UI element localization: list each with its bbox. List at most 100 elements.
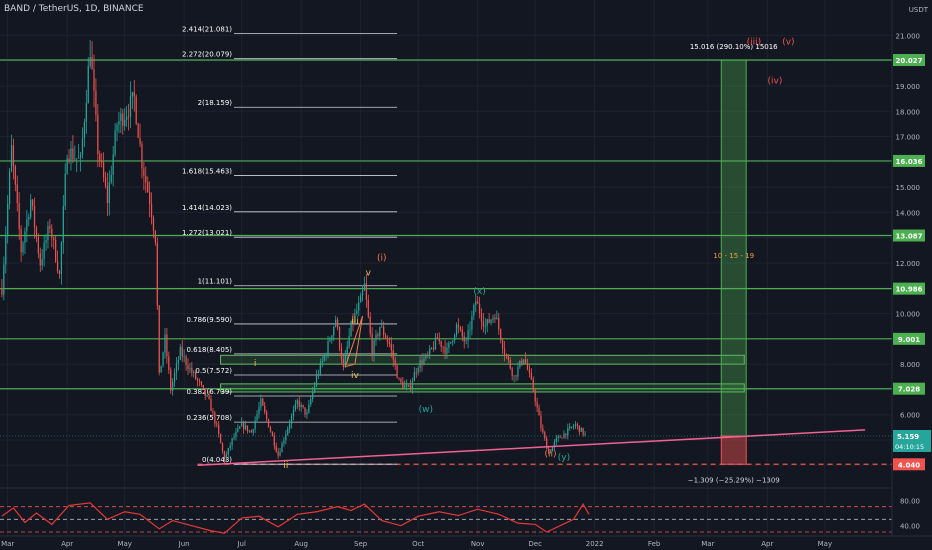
- candle-body: [344, 355, 346, 367]
- candle-body: [384, 335, 387, 339]
- candle-body: [540, 415, 542, 429]
- candle-body: [49, 226, 51, 229]
- candle-body: [120, 113, 122, 121]
- candle-body: [465, 340, 467, 342]
- candle-body: [20, 228, 22, 253]
- candle-body: [191, 368, 193, 373]
- candle-body: [321, 360, 323, 363]
- candle-body: [26, 219, 28, 232]
- candle-body: [258, 407, 260, 415]
- wave-label: i: [254, 359, 257, 369]
- candle-body: [102, 162, 105, 178]
- current-price-label: 5.159: [897, 433, 919, 441]
- candle-body: [398, 378, 400, 380]
- level-badge: [893, 332, 925, 345]
- candle-body: [37, 237, 39, 254]
- candle-body: [302, 404, 304, 408]
- horizontal-levels[interactable]: [0, 59, 892, 465]
- candle-body: [352, 320, 354, 324]
- candle-body: [569, 426, 571, 429]
- time-tick-label: Aug: [294, 540, 308, 548]
- candle-body: [235, 431, 237, 437]
- candle-body: [375, 334, 377, 341]
- wave-label: iv: [351, 371, 360, 381]
- candle-body: [173, 372, 176, 382]
- candle-body: [95, 90, 97, 115]
- candle-body: [528, 369, 531, 373]
- candle-body: [306, 412, 308, 415]
- candle-body: [354, 313, 356, 324]
- candle-body: [365, 283, 368, 300]
- candle-body: [363, 283, 366, 291]
- wave-label: (iii): [747, 37, 762, 47]
- candle-body: [170, 369, 172, 391]
- candle-body: [379, 326, 381, 336]
- candle-body: [277, 451, 279, 456]
- candle-body: [538, 407, 540, 416]
- time-axis[interactable]: Mar Apr May Jun Jul Aug Sep Oct Nov Dec 2022 Feb Mar…: [0, 535, 932, 548]
- candle-body: [281, 443, 283, 453]
- candle-body: [446, 347, 448, 354]
- candle-body: [486, 319, 488, 326]
- candle-body: [55, 239, 57, 262]
- candlestick-series: [1, 39, 586, 464]
- candle-body: [367, 299, 369, 317]
- candle-body: [427, 354, 429, 356]
- candle-body: [181, 346, 183, 357]
- time-tick-label: Feb: [648, 540, 661, 548]
- fib-label: 1.414(14.023): [182, 204, 232, 212]
- candle-body: [317, 373, 320, 376]
- candle-body: [371, 333, 373, 357]
- candle-body: [252, 429, 254, 433]
- candle-body: [567, 428, 569, 436]
- candle-body: [455, 324, 458, 336]
- candle-body: [208, 395, 210, 399]
- candle-body: [294, 403, 297, 410]
- candle-body: [33, 205, 36, 228]
- candle-body: [287, 428, 289, 435]
- candle-body: [411, 381, 414, 389]
- candle-body: [229, 445, 231, 449]
- candle-body: [459, 327, 462, 330]
- trendline: [197, 429, 866, 467]
- wave-label: (y): [558, 453, 570, 463]
- candle-body: [273, 436, 275, 446]
- candle-body: [563, 433, 565, 438]
- candle-body: [97, 114, 99, 154]
- candle-body: [3, 264, 5, 295]
- wave-label: (x): [473, 287, 485, 297]
- candle-body: [141, 144, 143, 169]
- candle-body: [501, 340, 504, 349]
- candle-body: [429, 348, 431, 355]
- candle-body: [43, 242, 45, 260]
- candle-body: [139, 137, 141, 145]
- candle-body: [580, 427, 582, 432]
- candle-body: [289, 423, 291, 429]
- time-tick-label: Apr: [761, 540, 773, 548]
- candle-body: [12, 145, 15, 167]
- candle-body: [5, 235, 7, 265]
- bar-countdown-label: 04:10:15: [895, 443, 924, 451]
- price-tick-label: 6.000: [900, 412, 920, 420]
- candle-body: [521, 360, 523, 364]
- candle-body: [454, 335, 456, 341]
- candle-body: [70, 148, 72, 161]
- candle-body: [536, 401, 538, 408]
- candle-body: [110, 174, 112, 183]
- candle-body: [360, 295, 362, 303]
- candle-body: [331, 335, 333, 340]
- long-position-tool[interactable]: 15.016 (290.10%) 15016 10 - 15 - 19 −1.309…: [688, 43, 780, 484]
- candle-body: [219, 433, 222, 444]
- fibonacci-extension[interactable]: 2.414(21.081) 2.272(20.079) 2(18.159) 1.618…: [182, 25, 398, 465]
- candle-body: [118, 120, 120, 125]
- candle-body: [530, 372, 532, 380]
- candle-body: [133, 92, 135, 97]
- candle-body: [79, 154, 82, 158]
- candle-body: [524, 359, 527, 364]
- candle-body: [56, 261, 59, 272]
- candle-body: [271, 431, 274, 437]
- candle-body: [204, 388, 206, 396]
- price-tick-label: 8.000: [900, 361, 920, 369]
